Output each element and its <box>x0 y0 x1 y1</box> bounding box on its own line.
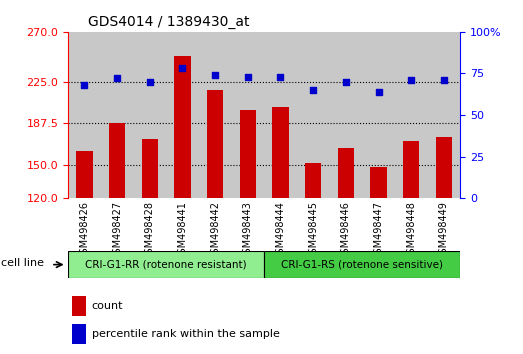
Point <box>374 89 383 95</box>
Bar <box>370 167 386 198</box>
Point <box>80 82 88 88</box>
Bar <box>403 141 419 198</box>
Point <box>407 77 415 83</box>
Point <box>276 74 285 80</box>
Point <box>342 79 350 85</box>
Bar <box>199 32 231 198</box>
Bar <box>264 32 297 198</box>
Point <box>211 72 219 78</box>
Bar <box>329 32 362 198</box>
Bar <box>272 107 289 198</box>
Point <box>309 87 317 93</box>
Bar <box>72 296 86 316</box>
Bar <box>142 139 158 198</box>
Point <box>113 76 121 81</box>
Point <box>145 79 154 85</box>
Point <box>178 65 187 71</box>
Bar <box>240 109 256 198</box>
Bar <box>428 32 460 198</box>
Text: CRI-G1-RR (rotenone resistant): CRI-G1-RR (rotenone resistant) <box>85 259 247 270</box>
Bar <box>109 123 125 198</box>
Bar <box>264 251 460 278</box>
Bar <box>395 32 428 198</box>
Text: cell line: cell line <box>2 258 44 268</box>
Bar <box>166 32 199 198</box>
Bar <box>133 32 166 198</box>
Bar <box>68 251 264 278</box>
Bar <box>297 32 329 198</box>
Bar <box>338 148 354 198</box>
Bar <box>174 56 190 198</box>
Bar <box>207 90 223 198</box>
Point <box>440 77 448 83</box>
Bar <box>100 32 133 198</box>
Bar <box>76 150 93 198</box>
Bar <box>231 32 264 198</box>
Bar <box>72 324 86 344</box>
Text: GDS4014 / 1389430_at: GDS4014 / 1389430_at <box>88 16 249 29</box>
Point <box>244 74 252 80</box>
Bar <box>305 163 321 198</box>
Text: percentile rank within the sample: percentile rank within the sample <box>92 330 279 339</box>
Bar <box>362 32 395 198</box>
Text: CRI-G1-RS (rotenone sensitive): CRI-G1-RS (rotenone sensitive) <box>281 259 443 270</box>
Bar <box>436 137 452 198</box>
Bar <box>68 32 100 198</box>
Text: count: count <box>92 301 123 311</box>
